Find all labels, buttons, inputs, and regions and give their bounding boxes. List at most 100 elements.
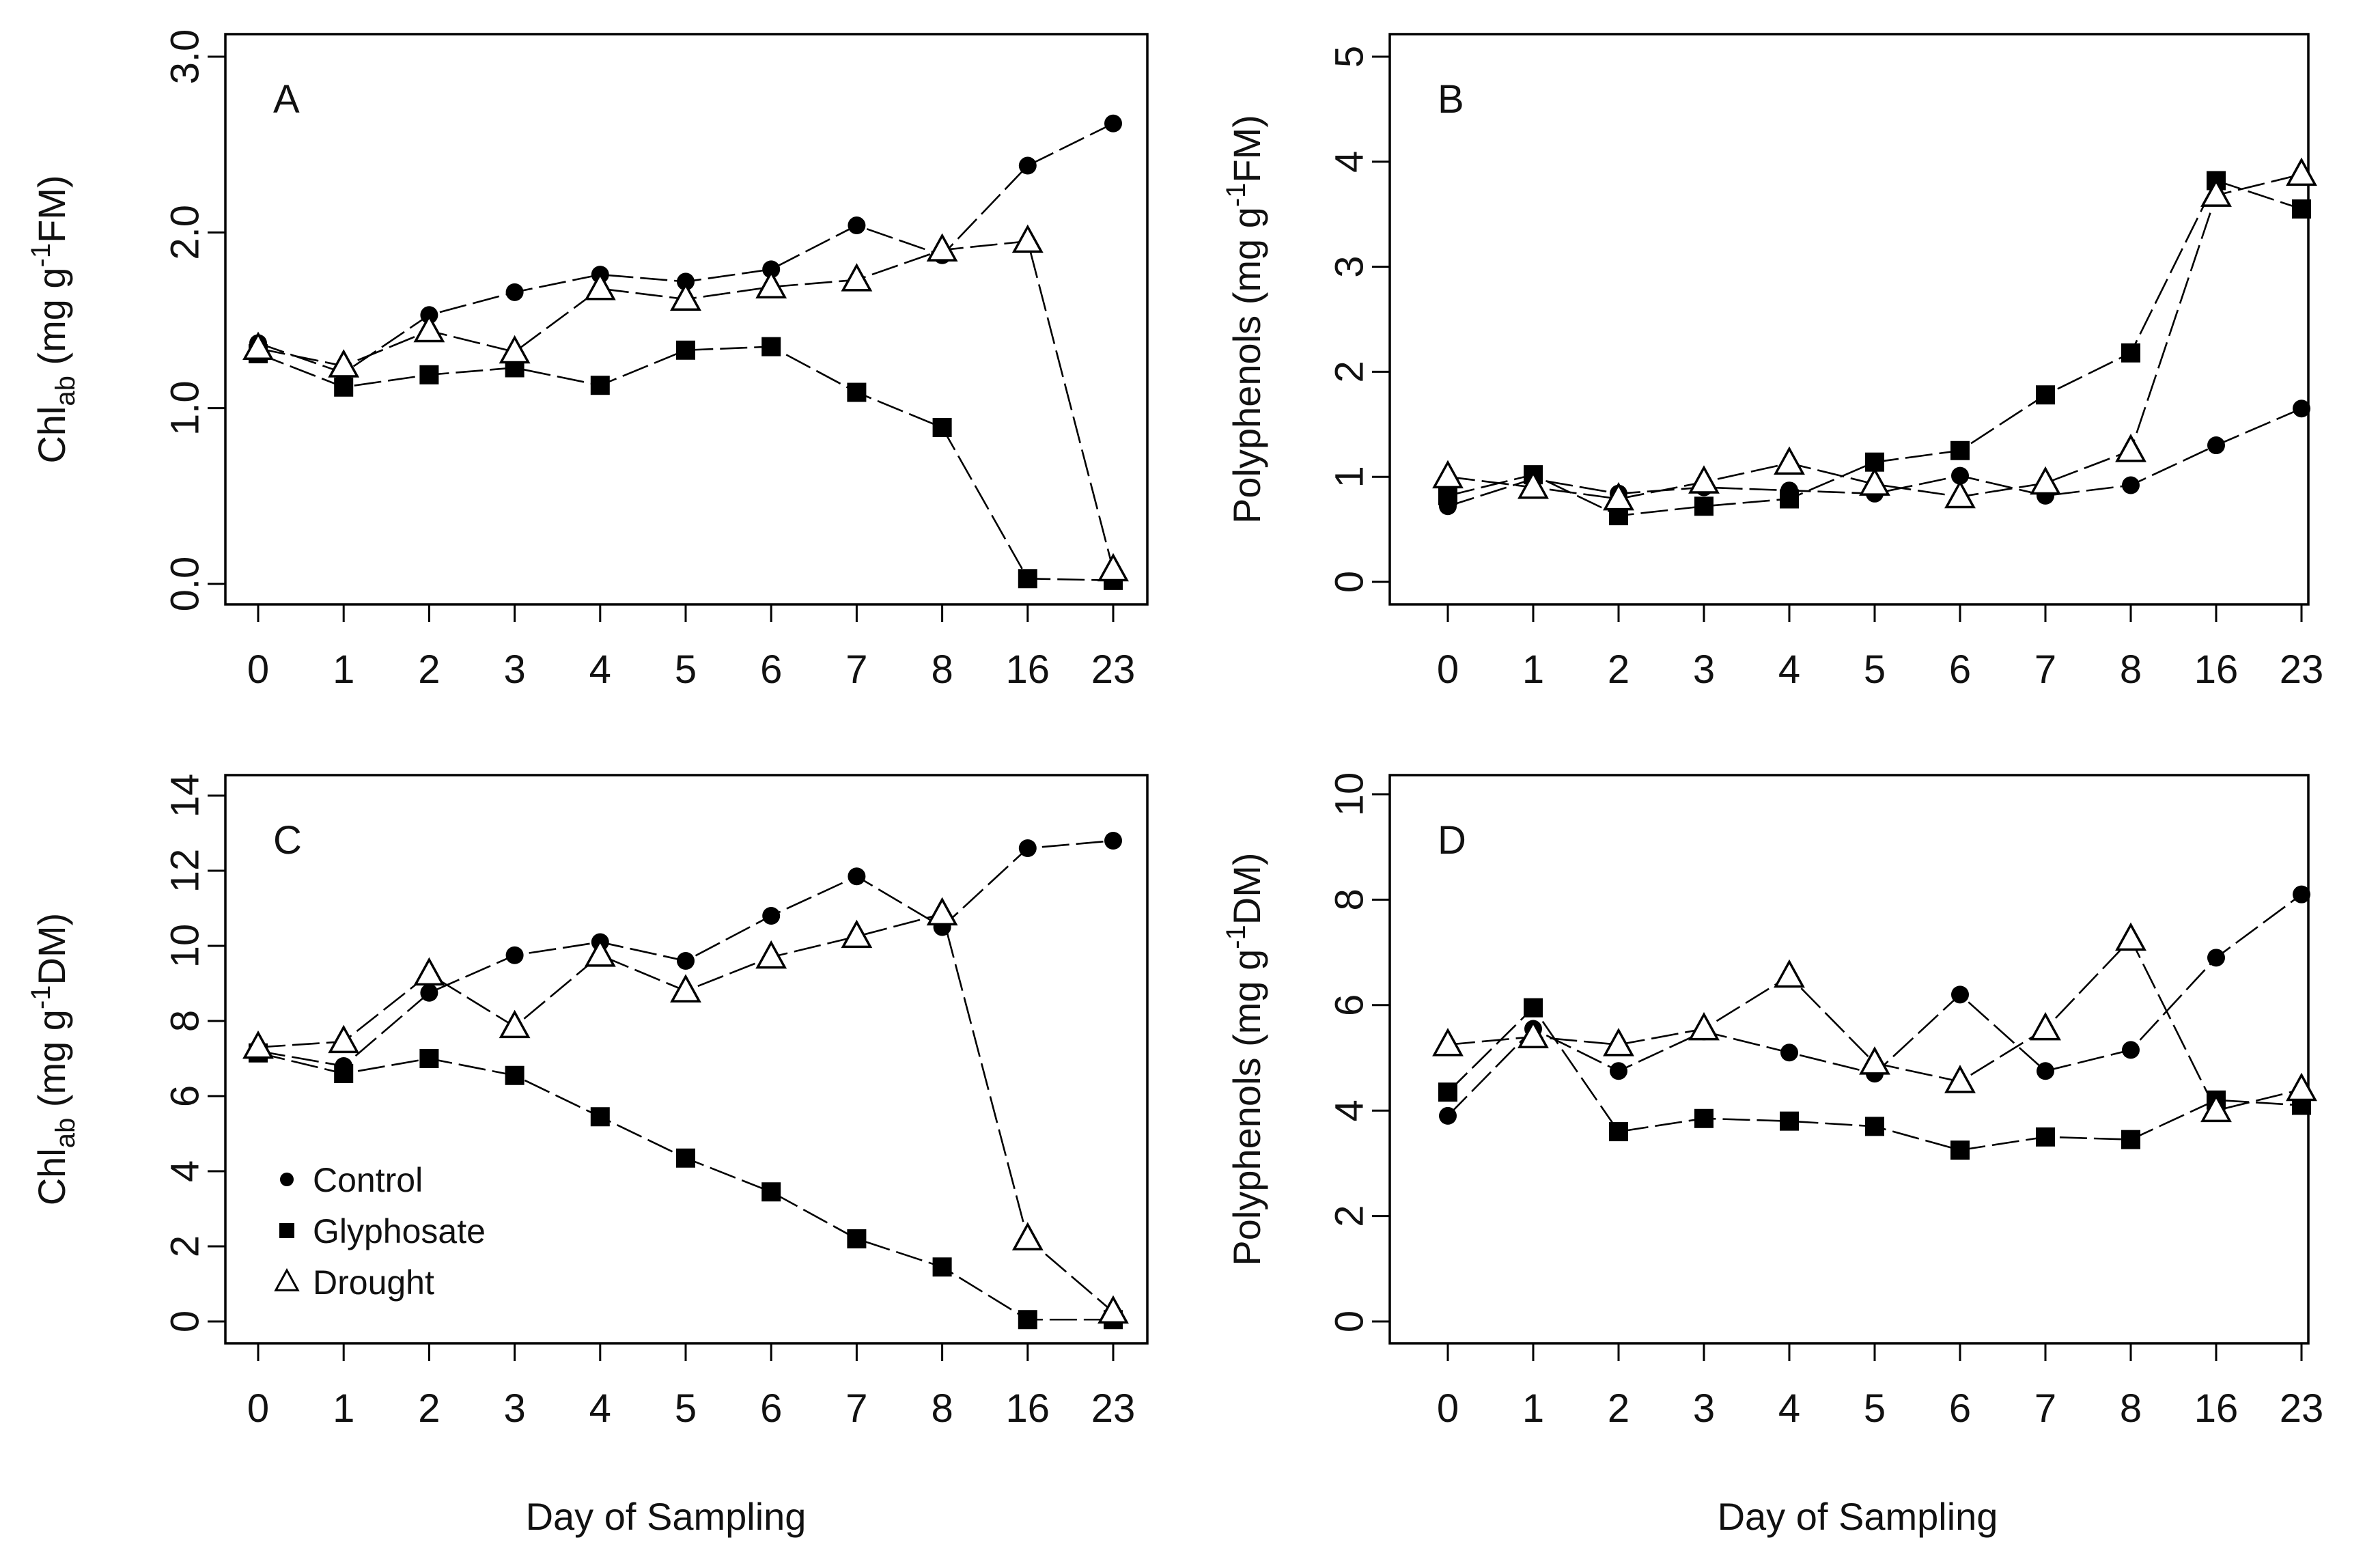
x-tick-label: 23 [2280, 647, 2324, 692]
legend-label: Control [313, 1161, 423, 1199]
x-tick-label: 1 [333, 647, 354, 692]
data-point-triangle [1859, 1046, 1890, 1075]
y-axis-title: Chlab (mg g-1DM) [26, 913, 81, 1206]
data-point-square [1609, 1122, 1628, 1142]
data-point-circle [848, 216, 866, 235]
data-point-circle [505, 283, 524, 301]
data-point-square [1694, 496, 1713, 516]
y-tick-label: 0 [1327, 571, 1371, 593]
y-tick-label: 2.0 [163, 205, 207, 260]
data-point-circle [1439, 1106, 1457, 1125]
y-tick-label: 1 [1327, 466, 1371, 488]
data-point-circle [1018, 839, 1037, 857]
data-point-triangle [1688, 1011, 1720, 1041]
data-point-circle [1951, 466, 1969, 485]
data-point-square [590, 376, 610, 395]
data-point-triangle [328, 349, 360, 378]
y-tick-label: 0.0 [163, 557, 207, 612]
data-point-triangle [1517, 470, 1549, 499]
data-point-circle [848, 867, 866, 886]
x-tick-label: 1 [333, 1386, 354, 1431]
plot-frame [1388, 33, 2310, 606]
series-line [257, 346, 1114, 582]
data-point-triangle [755, 940, 787, 969]
x-tick-label: 5 [675, 1386, 697, 1431]
data-point-circle [2122, 476, 2140, 494]
data-point-triangle [1097, 552, 1129, 582]
data-point-square [676, 1148, 695, 1168]
data-point-circle [1018, 156, 1037, 175]
series-drought [242, 224, 1129, 582]
data-point-square [505, 1065, 524, 1085]
legend-label: Drought [313, 1263, 434, 1302]
data-point-circle [762, 907, 781, 925]
x-tick-label: 3 [503, 647, 525, 692]
data-point-triangle [755, 270, 787, 298]
data-point-triangle [2286, 1072, 2317, 1102]
data-point-triangle [2030, 1011, 2061, 1041]
x-tick-label: 6 [1949, 647, 1971, 692]
y-tick-label: 0 [163, 1311, 207, 1332]
y-tick-label: 2 [1327, 1205, 1371, 1227]
data-point-triangle [242, 331, 274, 361]
data-point-circle [2293, 885, 2310, 904]
x-tick-label: 23 [2280, 1386, 2324, 1431]
data-point-circle [2037, 1062, 2054, 1080]
y-tick-label: 2 [1327, 361, 1371, 382]
x-tick-label: 0 [247, 647, 269, 692]
x-tick-label: 7 [2034, 647, 2056, 692]
legend-item-control: Control [280, 1161, 423, 1199]
data-point-square [334, 1064, 354, 1083]
data-point-triangle [1603, 481, 1634, 511]
data-point-triangle [2030, 466, 2061, 495]
y-tick-label: 0 [1327, 1311, 1371, 1332]
data-point-square [1018, 569, 1037, 589]
data-point-triangle [1944, 479, 1976, 509]
data-point-circle [677, 952, 695, 970]
x-tick-label: 6 [1949, 1386, 1971, 1431]
data-point-triangle [242, 1030, 274, 1059]
data-point-square [1950, 1140, 1970, 1160]
x-tick-label: 6 [760, 647, 782, 692]
data-point-square [1438, 1082, 1457, 1102]
data-point-triangle [584, 938, 616, 967]
x-tick-label: 16 [1006, 1386, 1050, 1431]
data-point-square [2036, 385, 2055, 405]
y-tick-label: 8 [1327, 888, 1371, 910]
data-point-square [761, 1182, 781, 1202]
legend-label: Glyphosate [313, 1212, 486, 1250]
y-tick-label: 3 [1327, 255, 1371, 277]
data-point-square [1950, 440, 1970, 460]
y-tick-label: 10 [1327, 772, 1371, 817]
data-point-triangle [841, 263, 873, 292]
data-point-square [1524, 998, 1543, 1018]
data-point-square [1694, 1108, 1713, 1128]
x-tick-label: 7 [845, 1386, 867, 1431]
x-tick-label: 7 [845, 647, 867, 692]
y-tick-label: 4 [1327, 1100, 1371, 1121]
data-point-triangle [413, 957, 445, 986]
data-point-square [590, 1107, 610, 1127]
x-axis-title-left: Day of Sampling [526, 1495, 807, 1538]
x-tick-label: 8 [2120, 1386, 2142, 1431]
panel-letter: C [273, 818, 302, 863]
y-tick-label: 5 [1327, 46, 1371, 68]
y-tick-label: 2 [163, 1235, 207, 1257]
data-point-triangle [1944, 1065, 1976, 1093]
legend-item-glyphosate: Glyphosate [279, 1212, 486, 1250]
data-point-circle [1780, 1044, 1798, 1062]
x-tick-label: 16 [1006, 647, 1050, 692]
legend-item-drought: Drought [274, 1263, 434, 1302]
series-drought [1432, 922, 2317, 1123]
data-point-triangle [1011, 1222, 1044, 1250]
series-glyphosate [1438, 171, 2311, 526]
data-point-square [1438, 486, 1457, 505]
data-point-circle [420, 983, 438, 1002]
data-point-triangle [1011, 224, 1044, 253]
data-point-square [932, 1257, 952, 1277]
data-point-square [2036, 1127, 2055, 1147]
